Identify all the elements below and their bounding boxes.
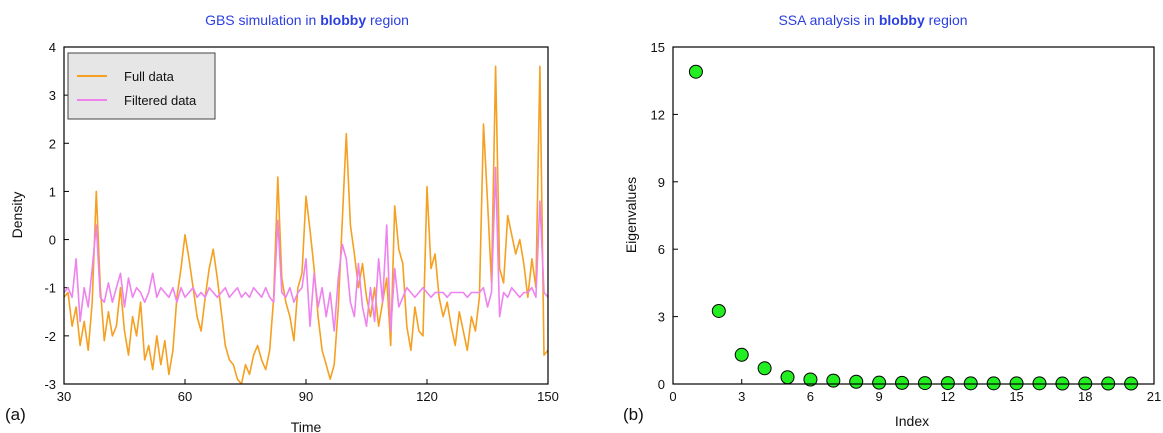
chart-b-frame [672,46,1155,385]
x-tick-label: 30 [57,389,71,404]
y-tick-label: 2 [49,136,56,151]
eigenvalue-point [803,372,818,387]
y-tick-label: 0 [49,233,56,248]
eigenvalue-point [917,376,932,391]
eigenvalue-point [1032,376,1047,391]
x-tick-label: 21 [1147,389,1161,404]
legend-full-label: Full data [124,69,175,84]
eigenvalue-point [963,376,978,391]
eigenvalue-point [1009,376,1024,391]
y-tick-label: 3 [658,310,665,325]
eigenvalue-point [780,370,795,385]
chart-a-title: GBS simulation in blobby region [205,12,409,28]
panel-label-a: (a) [5,405,26,424]
full-data-line [64,65,548,384]
chart-a-frame [63,46,549,385]
x-tick-label: 150 [537,389,559,404]
x-tick-label: 12 [941,389,955,404]
eigenvalue-point [826,373,841,388]
chart-b: SSA analysis in blobby region 0 3 6 9 12 15 18… [623,12,1161,429]
chart-b-axes: 0 3 6 9 12 15 18 21 0 3 6 9 12 15 [651,40,1162,404]
chart-b-ylabel: Eigenvalues [623,177,639,253]
y-tick-label: 12 [651,107,665,122]
x-tick-label: 18 [1078,389,1092,404]
y-tick-label: 4 [49,40,56,55]
y-tick-label: 0 [658,377,665,392]
y-tick-label: -1 [44,281,56,296]
eigenvalue-point [849,374,864,389]
y-tick-label: -2 [44,329,56,344]
x-tick-label: 90 [299,389,313,404]
eigenvalue-point [986,376,1001,391]
chart-a: GBS simulation in blobby region 30 60 90 12… [5,12,559,433]
chart-a-series [64,65,548,384]
y-tick-label: -3 [44,377,56,392]
y-tick-label: 15 [651,40,665,55]
chart-a-xlabel: Time [291,419,322,433]
chart-a-legend: Full data Filtered data [67,52,216,120]
eigenvalue-point [734,347,749,362]
x-tick-label: 6 [807,389,814,404]
y-tick-label: 6 [658,242,665,257]
x-tick-label: 0 [669,389,676,404]
chart-b-series [688,64,1139,391]
legend-filtered-label: Filtered data [124,93,197,108]
y-tick-label: 3 [49,88,56,103]
eigenvalue-point [940,376,955,391]
y-tick-label: 9 [658,175,665,190]
x-tick-label: 120 [416,389,438,404]
eigenvalue-point [895,375,910,390]
chart-a-ylabel: Density [9,192,25,239]
eigenvalue-point [688,64,703,79]
eigenvalue-point [757,361,772,376]
y-tick-label: 1 [49,184,56,199]
filtered-data-line [64,166,548,332]
eigenvalue-point [711,303,726,318]
x-tick-label: 15 [1009,389,1023,404]
eigenvalue-point [872,375,887,390]
x-tick-label: 3 [738,389,745,404]
chart-b-title: SSA analysis in blobby region [778,12,967,28]
x-tick-label: 9 [876,389,883,404]
chart-b-xlabel: Index [895,413,929,429]
legend-box [67,52,216,120]
panel-label-b: (b) [623,405,644,424]
x-tick-label: 60 [178,389,192,404]
